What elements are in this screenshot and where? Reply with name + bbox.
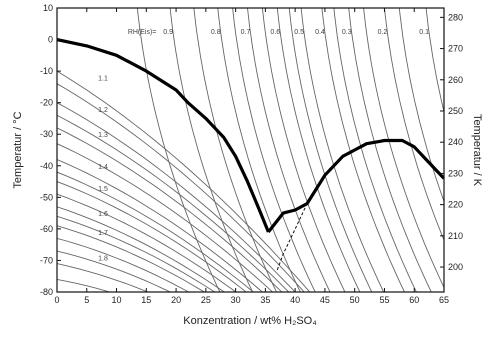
plot-frame (56, 7, 445, 293)
y-left-tick-label: -20 (40, 98, 53, 108)
y-left-tick-label: -70 (40, 255, 53, 265)
isoline-unlabeled (288, 8, 373, 292)
y-left-tick-label: -40 (40, 161, 53, 171)
isoline-0.4 (321, 8, 405, 292)
isoline-unlabeled (136, 8, 221, 292)
x-tick-label: 15 (141, 295, 151, 305)
isoline-unlabeled (363, 8, 444, 289)
isoline-1.8 (57, 250, 172, 292)
isoline-label: 0.2 (378, 29, 388, 36)
isoline-label-layer: 0.9 0.8 0.7 0.6 0.5 0.4 0.3 0.2 0.1 1.1 1.2 1.3 1.4 1… (98, 29, 429, 262)
isoline-0.6 (276, 8, 361, 292)
isoline-0.5 (300, 8, 385, 292)
y-left-tick-label: -60 (40, 224, 53, 234)
x-tick-label: 20 (171, 295, 181, 305)
y-right-tick-label: 200 (448, 262, 463, 272)
y-left-tick-label: 0 (48, 35, 53, 45)
series-layer (57, 38, 444, 271)
isoline-1.2 (57, 102, 296, 292)
x-tick-label: 45 (320, 295, 330, 305)
x-tick-label: 30 (231, 295, 241, 305)
isoline-0.7 (247, 8, 331, 292)
isoline-0.2 (384, 8, 444, 242)
isoline-label: 1.3 (98, 132, 108, 139)
x-tick-label: 60 (409, 295, 419, 305)
x-tick-label: 10 (112, 295, 122, 305)
isoline-unlabeled (57, 114, 290, 292)
y-right-tick-label: 280 (448, 12, 463, 22)
y-axis-right-title: Temperatur / K (471, 114, 483, 187)
x-tick-label: 0 (54, 295, 59, 305)
phase-boundary-line (267, 138, 444, 233)
x-tick-label: 50 (350, 295, 360, 305)
y-right-tick-label: 210 (448, 231, 463, 241)
y-left-tick-label: -50 (40, 192, 53, 202)
y-left-tick-label: -10 (40, 66, 53, 76)
isoline-unlabeled (232, 8, 316, 292)
isoline-1.6 (57, 206, 226, 292)
isoline-unlabeled (57, 171, 255, 292)
isoline-label: 0.4 (315, 29, 325, 36)
isoline-label: 0.1 (419, 29, 429, 36)
isoline-label: 1.8 (98, 255, 108, 262)
y-left-tick-label: -30 (40, 129, 53, 139)
isoline-0.9 (169, 8, 254, 292)
isoline-label: 1.1 (98, 75, 108, 82)
x-axis-title: Konzentration / wt% H₂SO₄ (183, 315, 317, 327)
tick-layer: 0 5 10 15 20 25 30 35 40 45 50 55 60 65 10 0 -10 -20 -30 -4… (40, 3, 463, 305)
isoline-layer (57, 8, 444, 292)
isoline-0.8 (217, 8, 301, 292)
isoline-unlabeled (398, 8, 444, 203)
isoline-label: 1.2 (98, 107, 108, 114)
isoline-unlabeled (57, 278, 111, 292)
isoline-unlabeled (57, 263, 149, 292)
x-tick-label: 25 (201, 295, 211, 305)
y-right-tick-label: 220 (448, 200, 463, 210)
x-tick-label: 40 (290, 295, 300, 305)
isoline-label: 0.8 (211, 29, 221, 36)
isoline-1.5 (57, 181, 247, 292)
isoline-label: 1.6 (98, 211, 108, 218)
y-right-tick-label: 260 (448, 75, 463, 85)
isoline-label: 1.7 (98, 230, 108, 237)
isoline-label: 0.6 (270, 29, 280, 36)
isoline-label: 1.4 (98, 164, 108, 171)
metastable-dashed-line (276, 203, 308, 271)
isoline-1.7 (57, 225, 206, 292)
phase-boundary-line (57, 38, 270, 233)
isoline-label: 1.5 (98, 186, 108, 193)
isoline-unlabeled (57, 193, 237, 292)
isoline-1.1 (57, 70, 311, 292)
isoline-0.1 (425, 8, 444, 114)
y-right-tick-label: 250 (448, 106, 463, 116)
isoline-unlabeled (57, 237, 190, 292)
x-tick-label: 35 (260, 295, 270, 305)
y-right-tick-label: 230 (448, 168, 463, 178)
y-left-tick-label: -80 (40, 287, 53, 297)
isoline-unlabeled (57, 215, 216, 292)
isoline-header-label: RH(Eis)= (128, 29, 157, 36)
isoline-0.3 (348, 8, 432, 292)
y-left-tick-label: 10 (43, 3, 53, 13)
isoline-label: 0.3 (342, 29, 352, 36)
isoline-label: 0.5 (294, 29, 304, 36)
isoline-unlabeled (193, 8, 277, 292)
isoline-unlabeled (57, 83, 305, 292)
x-tick-label: 5 (84, 295, 89, 305)
isoline-1.4 (57, 159, 264, 292)
isoline-label: 0.7 (241, 29, 251, 36)
x-tick-label: 55 (379, 295, 389, 305)
isoline-label: 0.9 (163, 29, 173, 36)
y-right-tick-label: 240 (448, 137, 463, 147)
isoline-unlabeled (333, 8, 417, 292)
y-axis-left-title: Temperatur / °C (12, 111, 24, 188)
isoline-unlabeled (57, 143, 274, 292)
x-tick-label: 65 (439, 295, 449, 305)
isoline-1.3 (57, 127, 283, 292)
y-right-tick-label: 270 (448, 44, 463, 54)
isoline-unlabeled (261, 8, 346, 292)
